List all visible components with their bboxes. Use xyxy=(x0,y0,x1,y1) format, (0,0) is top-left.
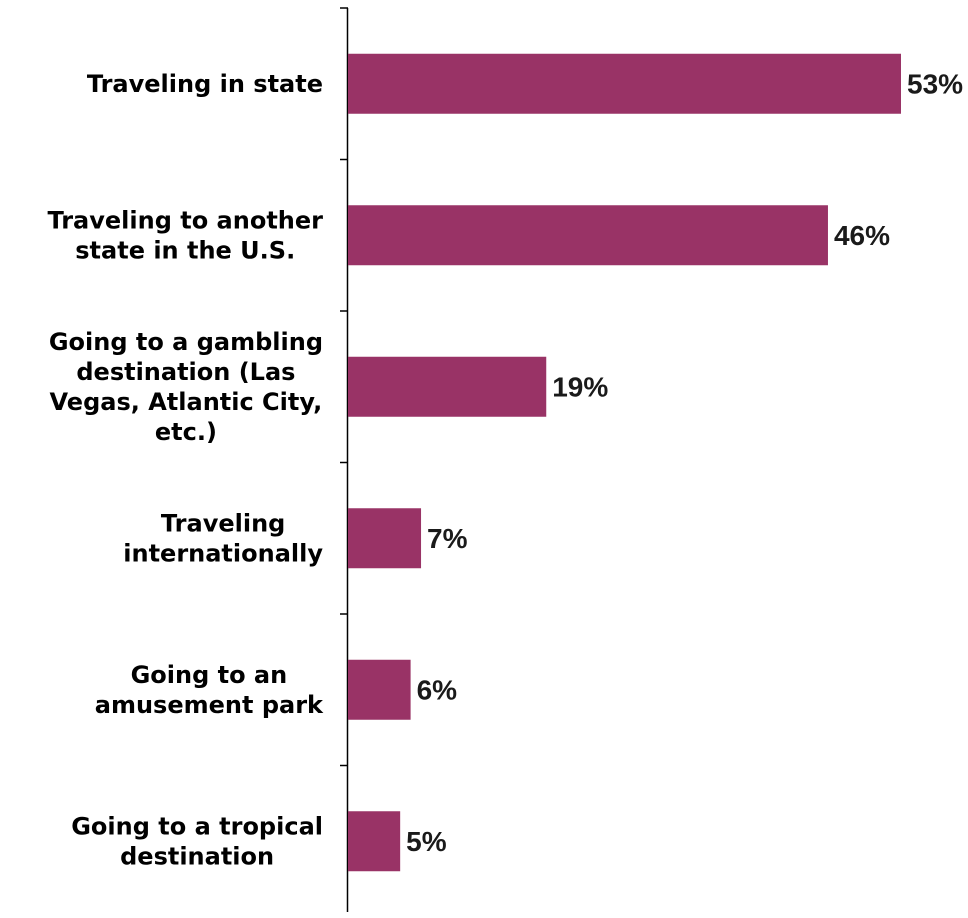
category-label-line: Going to an xyxy=(131,661,288,689)
bar-value-label: 7% xyxy=(427,523,468,554)
category-label-line: state in the U.S. xyxy=(75,236,295,264)
category-label-line: Traveling to another xyxy=(47,206,323,234)
bar-value-label: 5% xyxy=(406,826,447,857)
category-label-line: Vegas, Atlantic City, xyxy=(50,388,323,416)
category-label: Traveling in state xyxy=(87,70,323,98)
bar-value-label: 6% xyxy=(417,674,458,705)
y-axis-ticks xyxy=(340,7,348,918)
bar xyxy=(348,508,422,569)
category-label-line: Going to a tropical xyxy=(71,812,323,840)
category-label-line: Traveling xyxy=(161,509,285,537)
bar xyxy=(348,659,411,720)
bar xyxy=(348,205,828,266)
bar-value-label: 46% xyxy=(834,220,890,251)
category-label-line: Going to a gambling xyxy=(49,328,323,356)
category-label-line: amusement park xyxy=(95,691,324,719)
bar xyxy=(348,53,901,114)
category-label-line: internationally xyxy=(123,539,323,567)
bar xyxy=(348,811,401,872)
value-labels: 53% 46% 19% 7% 6% 5% xyxy=(406,68,963,857)
category-label-line: destination (Las xyxy=(76,358,295,386)
bars-group xyxy=(348,53,901,872)
bar xyxy=(348,356,547,417)
category-labels: Traveling in state Traveling to anotherst… xyxy=(47,70,324,871)
bar-value-label: 53% xyxy=(907,68,963,99)
bar-value-label: 19% xyxy=(552,371,608,402)
category-label-line: destination xyxy=(120,842,274,870)
category-label-line: Traveling in state xyxy=(87,70,323,98)
category-label-line: etc.) xyxy=(155,418,217,446)
